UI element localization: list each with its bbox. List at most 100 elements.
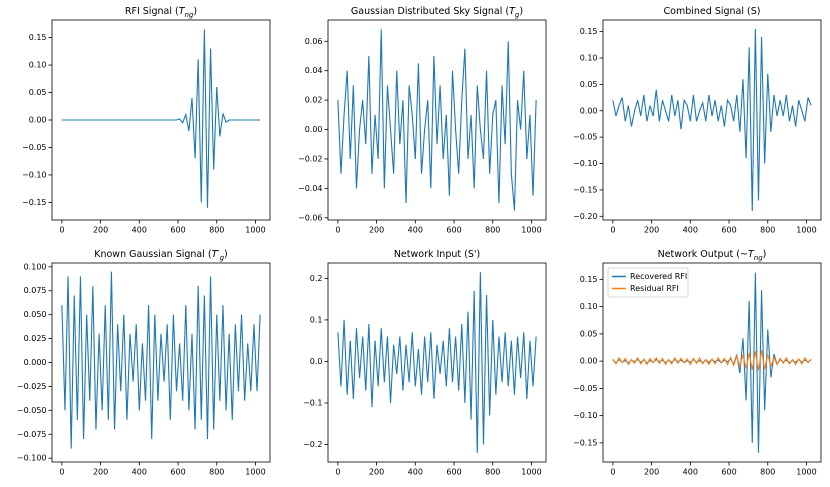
title-part: T′ xyxy=(212,249,221,260)
x-tick-label: 1000 xyxy=(521,468,541,477)
y-tick-label: 0.10 xyxy=(580,53,598,62)
y-tick-label: −0.10 xyxy=(573,411,598,420)
title-part: ng xyxy=(754,254,763,262)
y-tick-label: 0.00 xyxy=(580,357,598,366)
x-tick-label: 600 xyxy=(721,468,736,477)
x-tick-label: 600 xyxy=(170,468,185,477)
y-tick-label: 0.15 xyxy=(580,27,598,36)
x-tick-label: 0 xyxy=(610,226,615,235)
x-tick-label: 200 xyxy=(644,468,659,477)
x-tick-label: 600 xyxy=(446,468,461,477)
title-part: ng xyxy=(185,11,194,19)
x-tick-label: 400 xyxy=(683,226,698,235)
x-tick-label: 400 xyxy=(683,468,698,477)
title-part: T xyxy=(748,249,755,260)
x-tick-label: 800 xyxy=(485,468,500,477)
x-tick-label: 600 xyxy=(446,226,461,235)
title-part: Known Gaussian Signal ( xyxy=(94,249,211,260)
y-tick-label: −0.05 xyxy=(22,143,47,152)
y-tick-label: 0.10 xyxy=(580,302,598,311)
chart-title: RFI Signal (Tng) xyxy=(125,6,197,20)
axes-frame xyxy=(51,262,271,463)
y-tick-label: 0.00 xyxy=(580,106,598,115)
title-part: Network Output (~ xyxy=(658,249,748,260)
y-tick-label: 0.05 xyxy=(580,329,598,338)
y-tick-label: 0.15 xyxy=(580,275,598,284)
title-part: g xyxy=(220,254,225,262)
series-line xyxy=(612,272,812,453)
x-tick-label: 600 xyxy=(170,226,185,235)
title-part: g xyxy=(515,11,520,19)
series-line xyxy=(61,271,261,449)
y-tick-label: 0.00 xyxy=(29,116,47,125)
y-tick-label: 0.0 xyxy=(310,357,323,366)
y-tick-label: 0.05 xyxy=(29,88,47,97)
x-tick-label: 800 xyxy=(485,226,500,235)
y-tick-label: −0.10 xyxy=(573,159,598,168)
legend-box xyxy=(607,267,689,298)
axes-frame xyxy=(602,262,822,463)
x-tick-label: 1000 xyxy=(796,226,816,235)
y-tick-label: 0.000 xyxy=(24,358,47,367)
x-tick-label: 200 xyxy=(369,226,384,235)
y-tick-label: 0.1 xyxy=(310,315,323,324)
x-tick-label: 400 xyxy=(132,226,147,235)
y-tick-label: 0.15 xyxy=(29,33,47,42)
chart-title: Combined Signal (S) xyxy=(664,6,761,17)
chart-title: Network Input (S') xyxy=(394,249,480,260)
y-tick-label: −0.02 xyxy=(298,154,323,163)
y-tick-label: 0.050 xyxy=(24,310,47,319)
y-tick-label: −0.050 xyxy=(17,406,47,415)
y-tick-label: 0.2 xyxy=(310,274,323,283)
y-tick-label: 0.025 xyxy=(24,334,47,343)
x-tick-label: 200 xyxy=(644,226,659,235)
y-tick-label: 0.00 xyxy=(305,125,323,134)
y-tick-label: −0.05 xyxy=(573,384,598,393)
axes-frame xyxy=(602,19,822,221)
y-tick-label: 0.02 xyxy=(305,96,323,105)
x-tick-label: 200 xyxy=(93,226,108,235)
series-line xyxy=(337,272,537,453)
y-tick-label: 0.05 xyxy=(580,80,598,89)
chart-title: Gaussian Distributed Sky Signal (Tg) xyxy=(351,6,523,20)
y-tick-label: −0.15 xyxy=(573,438,598,447)
chart-title: Known Gaussian Signal (T′g) xyxy=(94,249,228,263)
y-tick-label: −0.06 xyxy=(298,213,323,222)
y-tick-label: 0.100 xyxy=(24,262,47,271)
y-tick-label: −0.100 xyxy=(17,454,47,463)
title-part: Gaussian Distributed Sky Signal ( xyxy=(351,6,509,17)
x-tick-label: 1000 xyxy=(521,226,541,235)
y-tick-label: −0.15 xyxy=(22,198,47,207)
x-tick-label: 0 xyxy=(59,226,64,235)
series-line xyxy=(612,350,812,371)
series-line xyxy=(61,29,261,208)
axes-frame xyxy=(327,19,547,221)
legend-label: Recovered RFI xyxy=(630,272,687,281)
chart-title: Network Output (~Tng) xyxy=(658,249,767,263)
y-tick-label: 0.075 xyxy=(24,286,47,295)
x-tick-label: 200 xyxy=(369,468,384,477)
title-part: Combined Signal (S) xyxy=(664,6,761,17)
title-part: Network Input (S') xyxy=(394,249,480,260)
title-part: T xyxy=(509,6,516,17)
x-tick-label: 1000 xyxy=(245,468,265,477)
x-tick-label: 800 xyxy=(760,226,775,235)
series-line xyxy=(612,28,812,212)
y-tick-label: −0.10 xyxy=(22,170,47,179)
x-tick-label: 800 xyxy=(760,468,775,477)
title-part: RFI Signal ( xyxy=(125,6,179,17)
x-tick-label: 1000 xyxy=(796,468,816,477)
y-tick-label: 0.10 xyxy=(29,61,47,70)
x-tick-label: 600 xyxy=(721,226,736,235)
title-part: T xyxy=(179,6,186,17)
title-part: ) xyxy=(193,6,197,17)
x-tick-label: 400 xyxy=(408,226,423,235)
y-tick-label: −0.2 xyxy=(303,440,322,449)
x-tick-label: 800 xyxy=(209,226,224,235)
legend-label: Residual RFI xyxy=(630,284,679,293)
title-part: ) xyxy=(763,249,767,260)
series-line xyxy=(337,29,537,211)
y-tick-label: −0.1 xyxy=(303,399,322,408)
x-tick-label: 800 xyxy=(209,468,224,477)
